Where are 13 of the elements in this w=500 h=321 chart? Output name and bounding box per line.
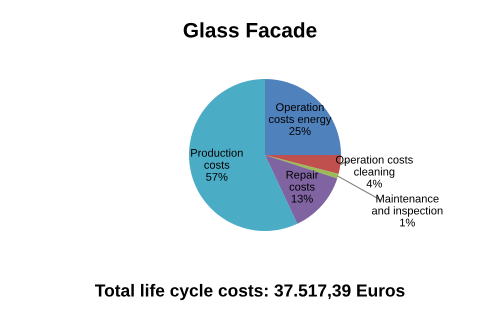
- pie-slice: [265, 155, 338, 224]
- slice-label: Operation costs energy: [268, 102, 332, 126]
- chart-title: Glass Facade: [184, 22, 316, 38]
- data-label: 57%: [206, 172, 228, 181]
- pie-slice: [265, 79, 341, 155]
- slice-label: Production costs: [191, 148, 243, 169]
- data-label: 25%: [289, 127, 311, 136]
- text: Total life cycle costs: 37.517,39 Euros: [95, 284, 405, 300]
- slice-label: Maintenance and inspection: [372, 194, 442, 217]
- data-label: 4%: [366, 180, 382, 188]
- data-label: 13%: [292, 194, 313, 203]
- data-label: 1%: [400, 218, 415, 226]
- slice-label: Repair costs: [286, 170, 318, 191]
